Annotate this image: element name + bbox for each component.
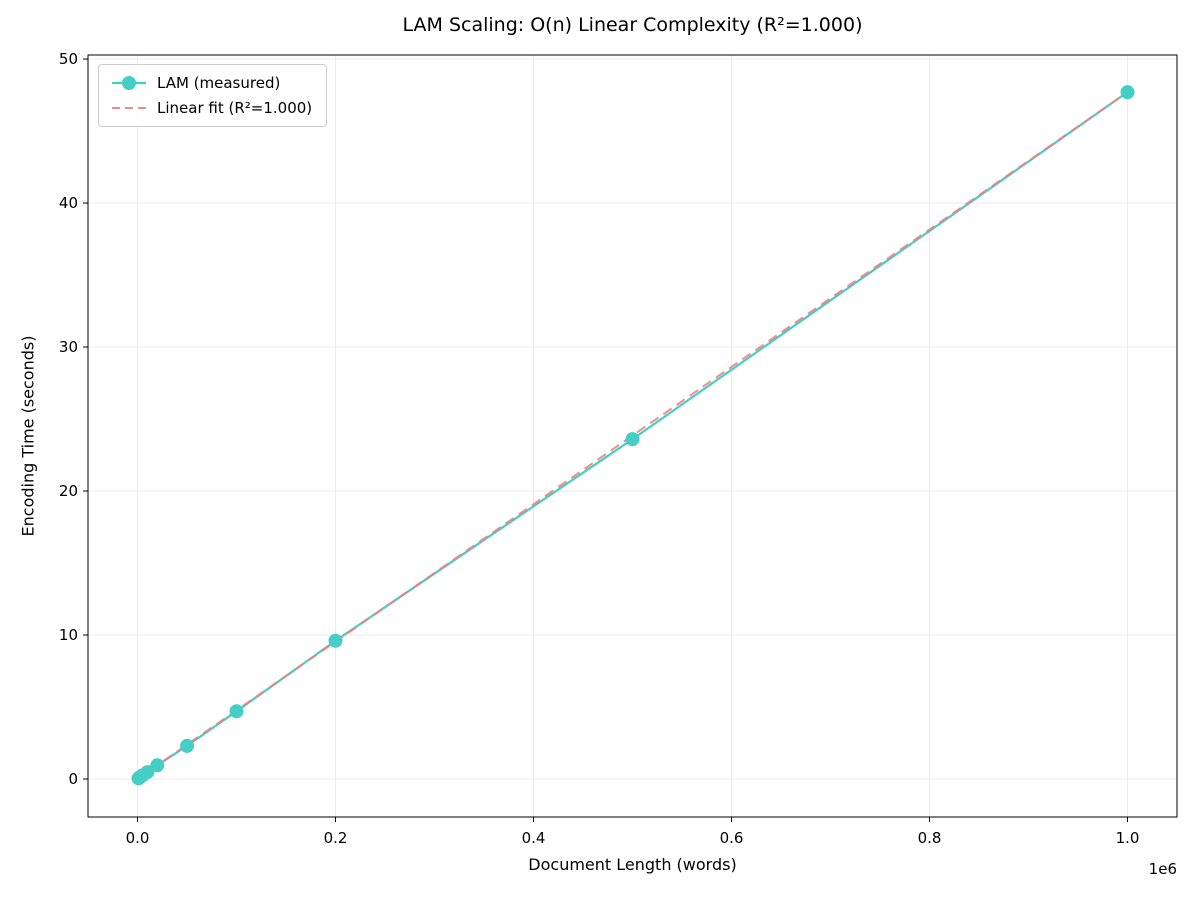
x-axis-tick-label: 0.2 [324,829,348,847]
x-axis-tick-label: 0.6 [720,829,744,847]
data-point-marker [140,765,155,780]
legend-dot-measured [122,76,136,90]
x-axis-tick-label: 0.0 [126,829,150,847]
y-axis-tick-label: 30 [59,338,78,356]
x-axis-label: Document Length (words) [528,855,737,874]
x-axis-tick-label: 0.8 [918,829,942,847]
x-axis-offset-label: 1e6 [1148,860,1177,878]
data-point-marker [1120,85,1135,100]
x-axis-tick-label: 1.0 [1116,829,1140,847]
y-axis-tick-label: 0 [68,770,78,788]
data-point-marker [150,758,165,773]
legend: LAM (measured) Linear fit (R²=1.000) [98,64,328,127]
chart-title: LAM Scaling: O(n) Linear Complexity (R²=… [402,14,863,36]
legend-label-measured: LAM (measured) [157,74,281,92]
y-axis-tick-label: 40 [59,194,78,212]
legend-item-fit: Linear fit (R²=1.000) [109,99,312,117]
legend-label-fit: Linear fit (R²=1.000) [157,99,313,117]
y-axis-label: Encoding Time (seconds) [18,335,38,537]
y-axis-tick-label: 10 [59,626,78,644]
data-point-marker [625,432,640,447]
y-axis-tick-label: 50 [59,50,78,68]
axes-spines [87,54,1178,818]
legend-item-measured: LAM (measured) [109,74,312,92]
data-point-marker [328,633,343,648]
legend-marker-fit-icon [112,107,146,109]
legend-marker-measured-icon [112,76,146,90]
fit-series-line [136,91,1129,780]
y-axis-tick-label: 20 [59,482,78,500]
data-point-marker [180,738,194,753]
data-point-marker [229,704,244,719]
x-axis-tick-label: 0.4 [522,829,546,847]
